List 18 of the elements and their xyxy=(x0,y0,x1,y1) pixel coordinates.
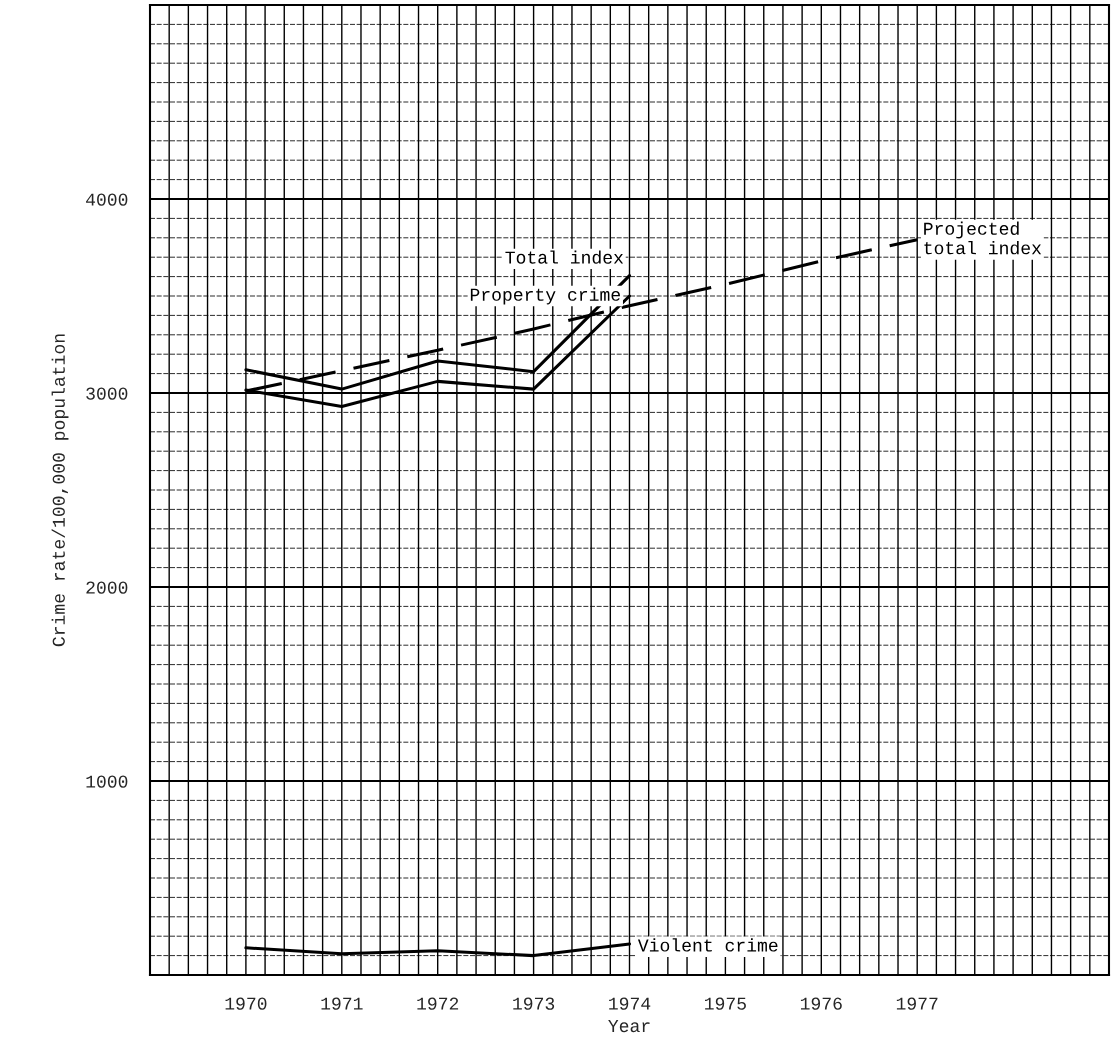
y-tick-label: 4000 xyxy=(86,193,128,206)
y-axis-title: Crime rate/100,000 population xyxy=(51,334,69,647)
x-tick-label: 1975 xyxy=(705,997,746,1010)
y-tick-label: 2000 xyxy=(86,581,128,594)
x-tick-label: 1971 xyxy=(321,997,363,1010)
y-tick-label: 3000 xyxy=(86,387,128,400)
x-tick-label: 1974 xyxy=(609,997,651,1010)
x-tick-label: 1972 xyxy=(417,997,459,1010)
x-axis-title: Year xyxy=(608,1020,650,1033)
series-label: Violent crime xyxy=(637,938,778,952)
y-tick-label: 1000 xyxy=(86,775,128,788)
series-label: Projected total index xyxy=(924,221,1042,255)
x-tick-label: 1976 xyxy=(800,997,842,1010)
x-tick-label: 1977 xyxy=(896,997,938,1010)
series-label: Property crime xyxy=(470,287,620,305)
x-tick-label: 1973 xyxy=(513,997,555,1010)
series-label: Total index xyxy=(505,250,624,264)
x-tick-label: 1970 xyxy=(225,997,267,1010)
